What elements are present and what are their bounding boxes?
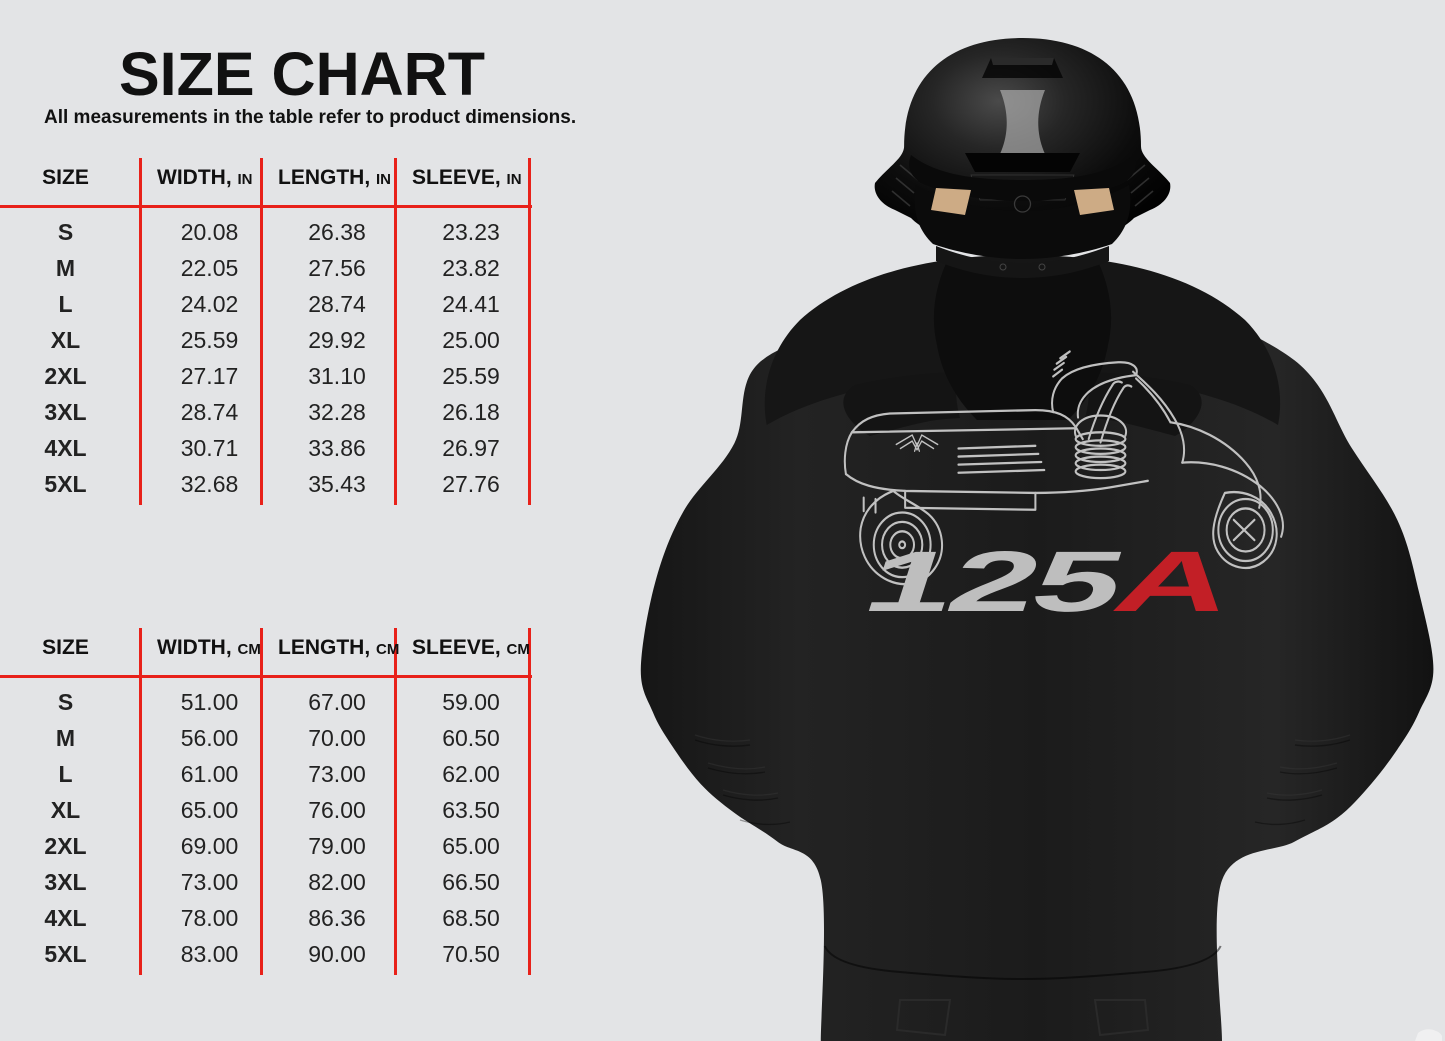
svg-text:125A: 125A [853,534,1243,630]
